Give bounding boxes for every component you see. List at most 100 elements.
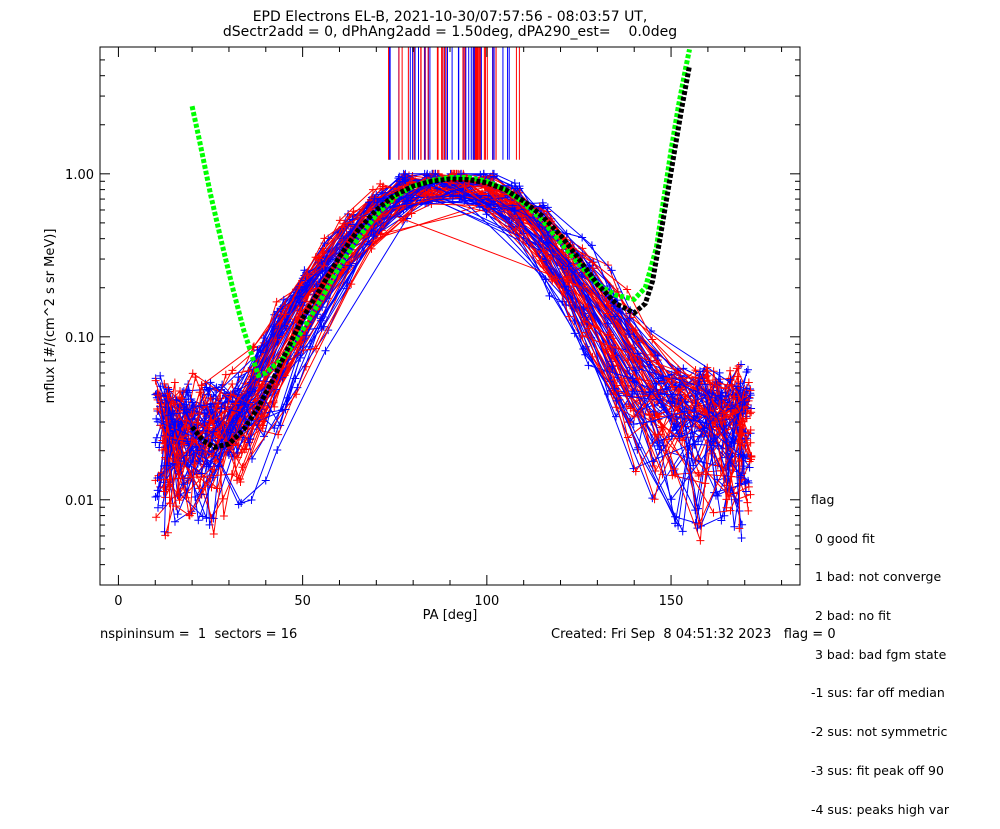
data-point-marker [696,367,705,376]
data-point-marker [152,433,161,442]
data-point-marker [694,469,703,478]
data-point-marker [746,391,755,400]
data-point-marker [175,496,184,505]
data-point-marker [565,312,574,321]
data-point-marker [628,325,637,334]
data-point-marker [159,483,168,492]
data-point-marker [316,254,325,263]
axes-layer: 0 50 100 150 0.01 0.10 1.00 PA [deg] mflux [#/(c… [43,46,801,623]
data-point-marker [151,438,160,447]
data-point-marker [194,516,203,525]
data-point-marker [538,201,547,210]
data-point-marker [151,492,160,501]
data-point-marker [270,322,279,331]
data-point-marker [654,374,663,383]
flag-legend-item: -2 sus: not symmetric [811,724,948,740]
data-point-marker [670,399,679,408]
data-point-marker [628,374,637,383]
data-point-marker [163,393,172,402]
data-point-marker [742,436,751,445]
data-point-marker [210,465,219,474]
data-point-marker [544,230,553,239]
flag-legend-item: -3 sus: fit peak off 90 [811,762,944,778]
data-point-marker [670,465,679,474]
data-point-marker [185,444,194,453]
data-point-marker [338,223,347,232]
data-point-marker [519,229,528,238]
pa-profile-line [163,186,741,529]
data-point-marker [558,297,567,306]
data-point-marker [744,506,753,515]
data-point-marker [214,462,223,471]
data-point-marker [185,511,194,520]
data-point-marker [346,261,355,270]
data-point-marker [261,476,270,485]
data-point-marker [733,372,742,381]
data-point-marker [376,230,385,239]
data-point-marker [508,204,517,213]
data-point-marker [402,199,411,208]
data-point-marker [272,297,281,306]
data-point-marker [168,409,177,418]
data-point-marker [579,345,588,354]
data-point-marker [367,244,376,253]
data-point-marker [608,351,617,360]
data-point-marker [722,437,731,446]
data-point-marker [747,408,756,417]
data-point-marker [510,206,519,215]
pa-profile-line [164,175,747,502]
data-point-marker [489,169,498,178]
data-point-marker [425,189,434,198]
flag-legend: flag 0 good fit 1 bad: not converge 2 ba… [811,468,949,829]
data-point-marker [603,309,612,318]
data-point-marker [180,457,189,466]
data-point-marker [542,238,551,247]
data-point-marker [228,366,237,375]
data-point-marker [675,380,684,389]
data-point-marker [179,480,188,489]
flag-legend-item: 3 bad: bad fgm state [811,646,947,662]
data-point-marker [207,483,216,492]
data-point-marker [675,432,684,441]
data-point-marker [213,484,222,493]
data-point-marker [730,522,739,531]
data-point-marker [369,232,378,241]
data-point-marker [680,407,689,416]
data-point-marker [562,229,571,238]
data-point-marker [281,310,290,319]
data-point-marker [188,369,197,378]
data-point-marker [603,319,612,328]
data-point-marker [227,470,236,479]
data-point-marker [295,281,304,290]
data-point-marker [247,387,256,396]
data-point-marker [175,387,184,396]
data-point-marker [152,513,161,522]
data-point-marker [160,379,169,388]
data-point-marker [204,462,213,471]
data-point-marker [197,469,206,478]
data-point-marker [153,473,162,482]
data-point-marker [431,169,440,178]
data-point-marker [487,201,496,210]
data-point-marker [229,418,238,427]
flag-legend-item: 1 bad: not converge [811,569,942,585]
data-point-marker [646,350,655,359]
y-axis-label: mflux [#/(cm^2 s sr MeV)] [43,229,58,404]
data-point-marker [163,411,172,420]
data-point-marker [694,520,703,529]
data-point-marker [623,285,632,294]
data-point-marker [584,361,593,370]
data-point-marker [564,262,573,271]
data-point-marker [255,381,264,390]
data-point-marker [630,412,639,421]
x-tick-label: 100 [474,594,499,609]
data-point-marker [709,508,718,517]
data-point-marker [607,266,616,275]
data-point-marker [319,322,328,331]
data-point-marker [626,404,635,413]
data-point-marker [209,427,218,436]
data-point-marker [214,398,223,407]
x-tick-label: 150 [659,594,684,609]
data-point-marker [187,436,196,445]
data-point-marker [610,384,619,393]
